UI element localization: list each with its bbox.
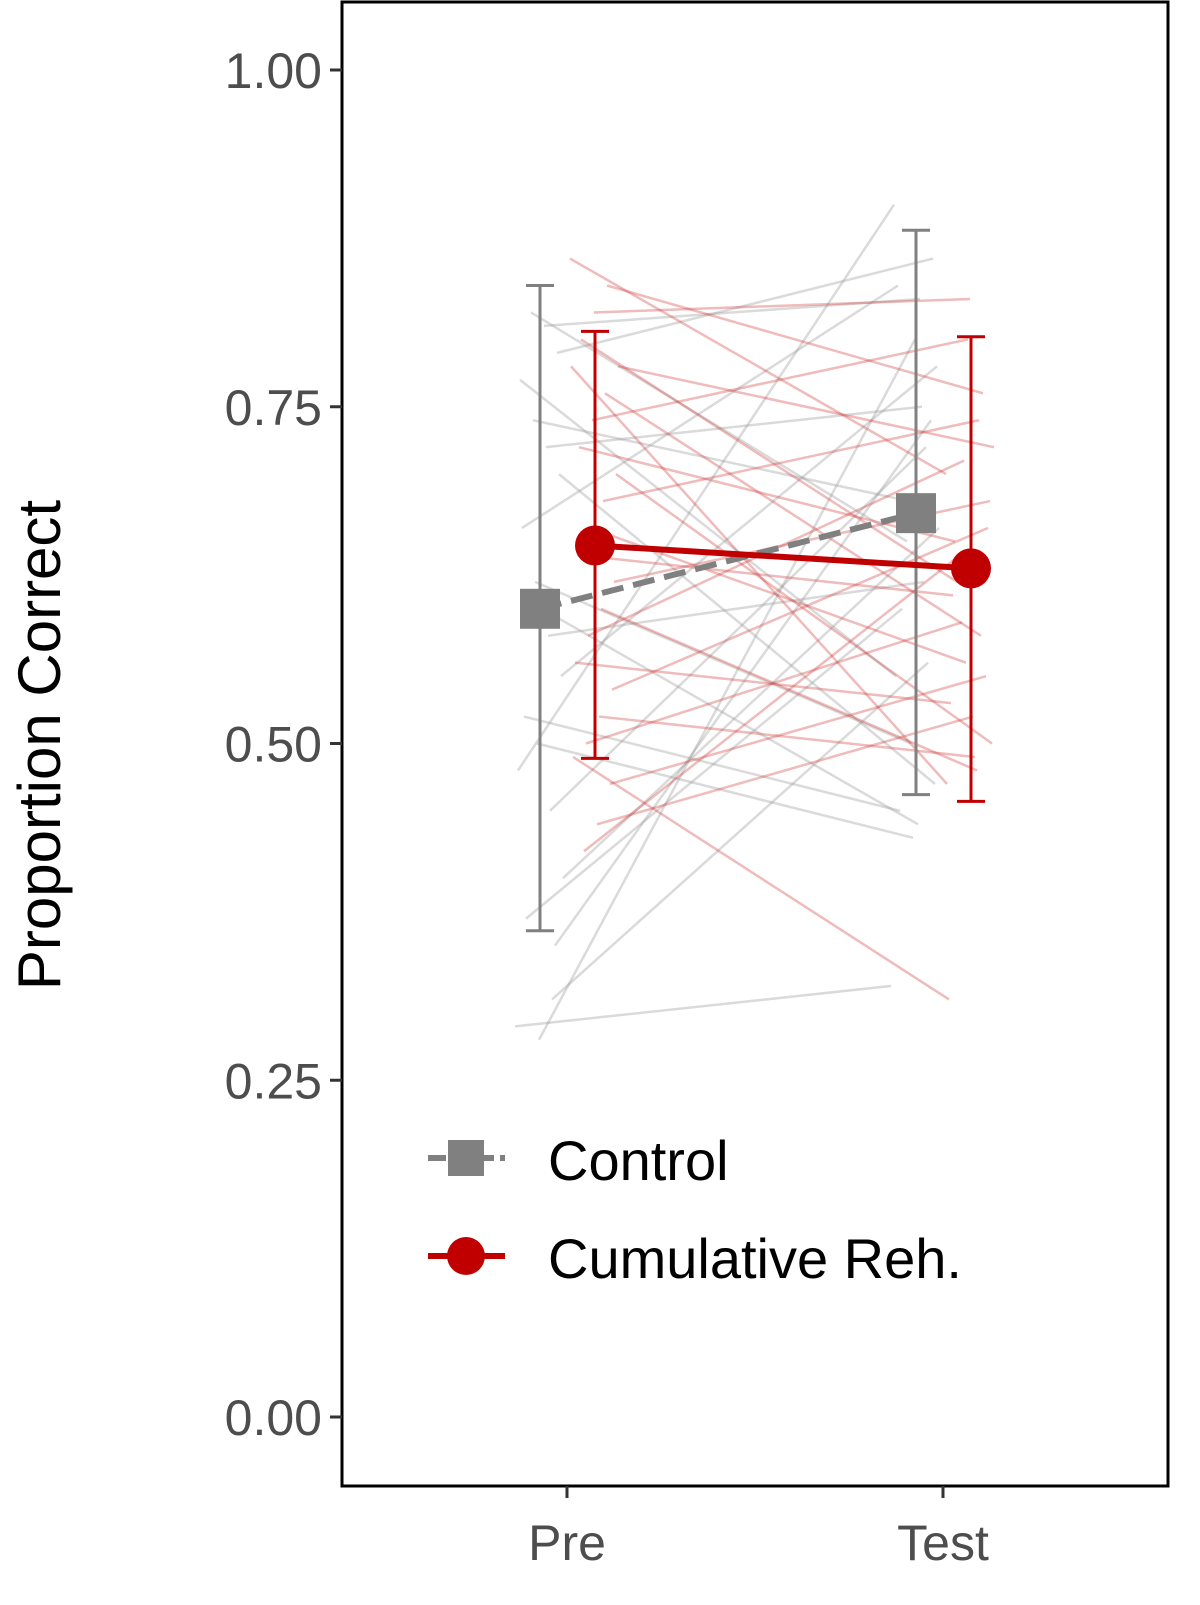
individual-line [521,284,899,530]
y-tick-label: 0.25 [225,1053,322,1109]
legend-label-cumulative: Cumulative Reh. [548,1227,962,1290]
individual-line [578,445,956,543]
legend: Control Cumulative Reh. [428,1129,962,1290]
individual-line [598,715,976,759]
individual-line [591,338,969,422]
individual-line [580,338,958,583]
individual-line [600,607,978,772]
individual-line [553,419,933,947]
individual-line [556,257,934,355]
individual-line [572,755,950,1001]
y-axis-label: Proportion Correct [6,500,73,991]
individual-line [551,661,929,1001]
individual-line [519,378,897,678]
y-tick-label: 1.00 [225,43,322,99]
individual-line [611,526,989,691]
individual-line [558,473,936,785]
individual-line [525,607,903,920]
individual-line [609,674,987,786]
individual-line [534,580,912,745]
square-point [520,588,560,629]
individual-line [593,297,971,314]
individual-line [516,204,896,772]
legend-label-control: Control [548,1129,729,1192]
group-means [520,228,991,933]
y-tick-label: 0.50 [225,717,322,773]
legend-item-control: Control [428,1129,729,1192]
x-tick-label: Test [897,1515,989,1571]
y-tick-label: 0.75 [225,380,322,436]
y-tick-label: 0.00 [225,1390,322,1446]
individual-line [615,473,993,745]
square-point [896,493,936,534]
individual-line [574,661,952,705]
individual-line [537,338,917,1041]
axes: 0.00 0.25 0.50 0.75 1.00 Pre Test [225,43,989,1571]
individual-line [606,284,984,395]
individual-line [576,553,954,597]
mean-line [539,510,917,612]
individual-line [562,527,940,880]
individual-line [583,553,961,853]
circle-point [575,525,615,566]
legend-item-cumulative: Cumulative Reh. [428,1227,962,1290]
individual-line [532,418,910,503]
circle-point [951,548,991,589]
individual-line [545,405,923,449]
individual-line [570,365,948,785]
individual-line [543,297,921,328]
mean-line [594,542,972,572]
individual-line [541,607,919,826]
individual-line [569,257,947,476]
individual-line [514,984,892,1028]
individual-lines [514,204,995,1041]
individual-line [560,365,938,678]
individual-line [549,446,927,812]
individual-line [523,715,901,813]
legend-circle-marker [447,1237,485,1275]
individual-line [596,715,974,826]
individual-line [585,621,963,745]
x-tick-label: Pre [528,1515,606,1571]
individual-line [604,392,982,637]
individual-line [547,580,925,637]
individual-line [617,365,995,449]
legend-square-marker [448,1140,484,1176]
